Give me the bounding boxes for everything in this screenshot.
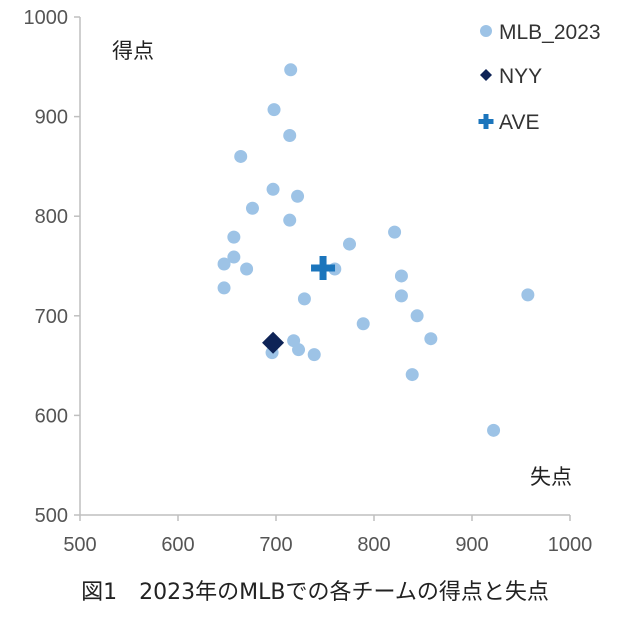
point-mlb-2023	[283, 213, 297, 227]
point-mlb-2023	[487, 423, 501, 437]
y-tick-label: 700	[35, 306, 68, 328]
legend-marker-nyy	[480, 69, 492, 81]
x-tick-group: 500 600 700 800 900 1000	[63, 515, 592, 556]
point-mlb-2023	[388, 225, 402, 239]
figure-caption: 図1 2023年のMLBでの各チームの得点と失点	[81, 580, 549, 605]
y-tick-label: 1000	[24, 7, 69, 29]
x-axis-title: 失点	[530, 465, 572, 489]
point-mlb-2023	[217, 257, 231, 271]
point-mlb-2023	[267, 103, 281, 117]
chart-legend: MLB_2023 NYY AVE	[478, 21, 601, 134]
chart-axes	[79, 17, 570, 516]
legend-label-nyy: NYY	[499, 65, 542, 88]
y-tick-group: 500 600 700 800 900 1000	[24, 7, 80, 527]
point-mlb-2023	[297, 292, 311, 306]
point-mlb-2023	[217, 281, 231, 295]
point-mlb-2023	[424, 332, 438, 346]
legend-marker-ave	[478, 114, 494, 129]
y-tick-label: 800	[35, 206, 68, 228]
point-mlb-2023	[227, 250, 241, 264]
legend-label-ave: AVE	[499, 111, 539, 134]
x-tick-label: 600	[161, 534, 194, 556]
point-mlb-2023	[283, 129, 297, 143]
point-mlb-2023	[521, 288, 535, 302]
point-mlb-2023	[291, 189, 305, 203]
legend-marker-mlb	[480, 25, 492, 37]
point-nyy	[262, 331, 285, 354]
point-mlb-2023	[356, 317, 370, 331]
y-tick-label: 600	[35, 405, 68, 427]
point-mlb-2023	[245, 201, 259, 215]
x-tick-label: 800	[357, 534, 390, 556]
data-points	[217, 63, 535, 437]
legend-label-mlb: MLB_2023	[499, 21, 601, 44]
point-mlb-2023	[234, 149, 248, 163]
x-tick-label: 500	[63, 534, 96, 556]
x-tick-label: 900	[455, 534, 488, 556]
point-mlb-2023	[343, 237, 356, 251]
point-mlb-2023	[284, 63, 298, 77]
point-mlb-2023	[394, 269, 408, 283]
y-tick-label: 900	[35, 107, 68, 129]
x-tick-label: 700	[259, 534, 292, 556]
point-ave	[311, 255, 336, 280]
point-mlb-2023	[292, 343, 306, 357]
point-mlb-2023	[394, 289, 408, 303]
y-tick-label: 500	[35, 505, 68, 527]
point-mlb-2023	[266, 182, 280, 196]
point-mlb-2023	[405, 368, 419, 382]
point-mlb-2023	[240, 262, 254, 276]
point-mlb-2023	[307, 348, 321, 362]
point-mlb-2023	[227, 230, 241, 244]
y-axis-title: 得点	[112, 39, 154, 63]
point-mlb-2023	[410, 309, 424, 323]
x-tick-label: 1000	[548, 534, 593, 556]
